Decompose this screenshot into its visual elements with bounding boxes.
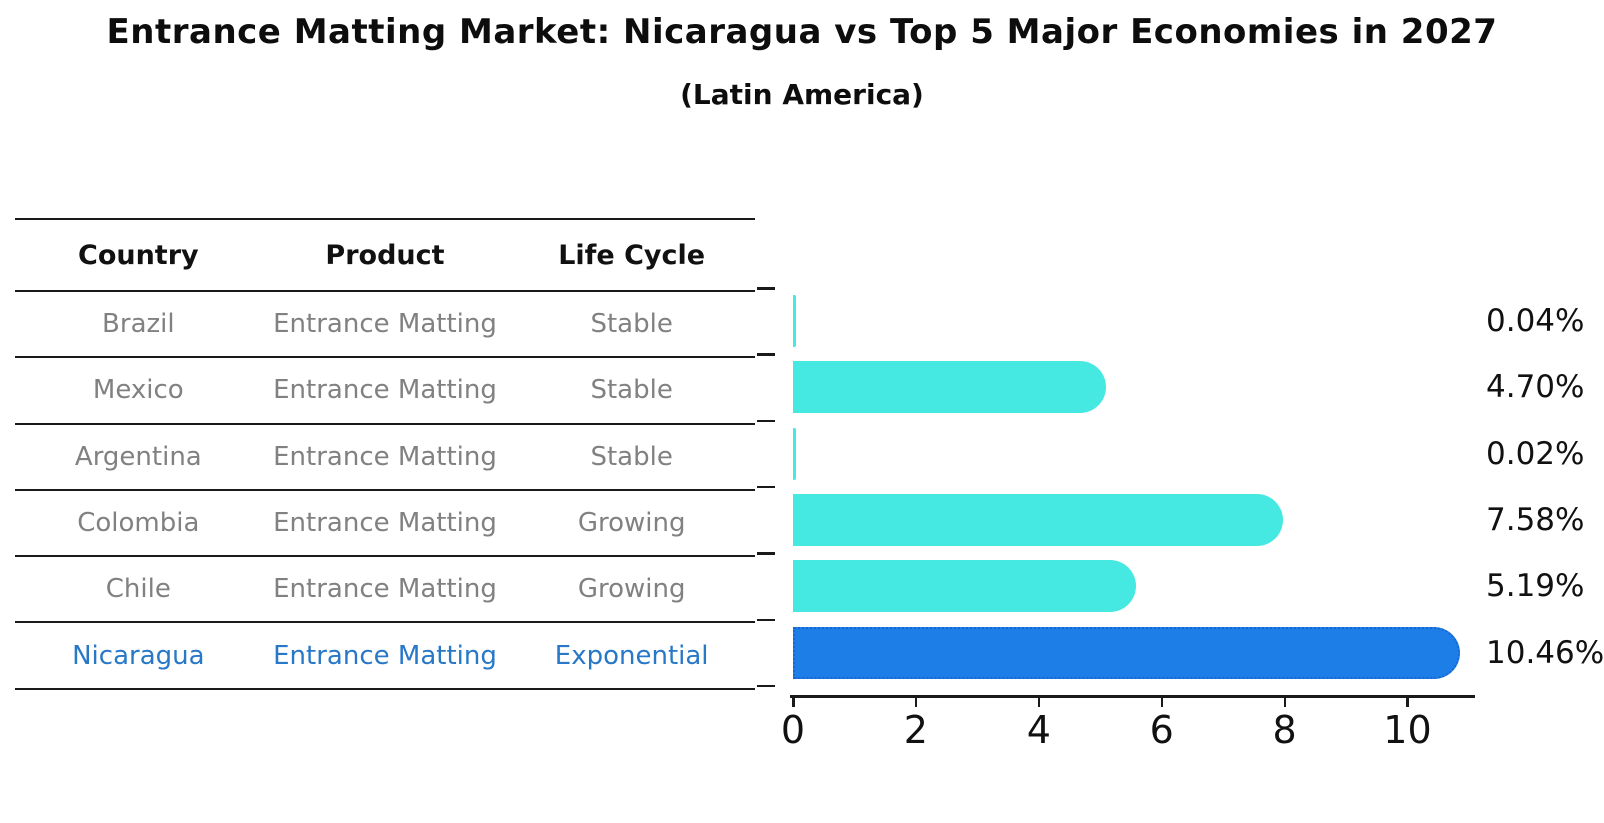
y-tick bbox=[757, 552, 775, 555]
cell-life-cycle: Stable bbox=[590, 375, 673, 406]
cell-product: Entrance Matting bbox=[273, 640, 497, 671]
x-tick-mark bbox=[914, 697, 918, 707]
x-tick-label: 4 bbox=[1026, 708, 1051, 752]
bar-colombia bbox=[793, 493, 1283, 546]
col-header-product: Product bbox=[325, 239, 445, 271]
value-label-argentina: 0.02% bbox=[1486, 435, 1585, 472]
col-header-life-cycle: Life Cycle bbox=[558, 239, 706, 271]
value-label-colombia: 7.58% bbox=[1486, 501, 1585, 538]
x-tick-mark bbox=[792, 697, 795, 707]
x-tick-label: 6 bbox=[1149, 708, 1174, 752]
cell-life-cycle: Exponential bbox=[554, 640, 709, 671]
y-tick bbox=[757, 684, 775, 688]
y-tick bbox=[757, 419, 775, 423]
cell-life-cycle: Growing bbox=[577, 508, 686, 539]
cell-product: Entrance Matting bbox=[273, 574, 497, 605]
x-tick-mark bbox=[1037, 697, 1041, 707]
y-tick bbox=[757, 485, 775, 489]
x-tick-label: 10 bbox=[1383, 708, 1432, 752]
x-tick-label: 2 bbox=[903, 708, 928, 752]
value-label-nicaragua: 10.46% bbox=[1486, 634, 1604, 671]
cell-country: Argentina bbox=[74, 441, 202, 472]
cell-country: Chile bbox=[105, 574, 171, 605]
bar-nicaragua bbox=[793, 626, 1460, 679]
bar-chart: 0 2 4 6 8 10 0.04% 4.70% 0.02% 7.58% 5.19% 10.46% bbox=[757, 287, 1604, 752]
table-row-argentina: Argentina Entrance Matting Stable bbox=[15, 425, 755, 491]
x-tick-label: 0 bbox=[780, 708, 806, 752]
bar-brazil bbox=[793, 295, 796, 347]
cell-product: Entrance Matting bbox=[273, 309, 497, 340]
cell-life-cycle: Stable bbox=[590, 441, 673, 472]
col-header-country: Country bbox=[78, 239, 199, 271]
table-row-colombia: Colombia Entrance Matting Growing bbox=[15, 491, 755, 558]
x-tick-mark bbox=[1283, 697, 1287, 707]
y-tick bbox=[757, 287, 775, 290]
table-row-chile: Chile Entrance Matting Growing bbox=[15, 557, 755, 624]
table-header-row: Country Product Life Cycle bbox=[15, 220, 755, 292]
chart-title: Entrance Matting Market: Nicaragua vs To… bbox=[106, 12, 1498, 52]
cell-product: Entrance Matting bbox=[273, 441, 497, 472]
value-label-chile: 5.19% bbox=[1486, 568, 1585, 605]
bar-mexico bbox=[793, 361, 1106, 414]
cell-country: Colombia bbox=[77, 508, 200, 539]
table-row-brazil: Brazil Entrance Matting Stable bbox=[15, 292, 755, 359]
bar-chile bbox=[793, 560, 1136, 613]
x-tick-mark bbox=[1406, 697, 1409, 707]
cell-product: Entrance Matting bbox=[273, 508, 497, 539]
table-row-mexico: Mexico Entrance Matting Stable bbox=[15, 358, 755, 425]
cell-country: Nicaragua bbox=[72, 640, 205, 671]
chart-subtitle: (Latin America) bbox=[680, 78, 924, 111]
cell-product: Entrance Matting bbox=[273, 375, 497, 406]
x-tick-mark bbox=[1160, 697, 1164, 707]
x-axis-line bbox=[790, 695, 1475, 698]
y-tick bbox=[757, 353, 775, 356]
table-row-nicaragua: Nicaragua Entrance Matting Exponential bbox=[15, 623, 755, 690]
cell-country: Brazil bbox=[102, 309, 175, 340]
value-label-brazil: 0.04% bbox=[1486, 303, 1585, 339]
cell-life-cycle: Stable bbox=[590, 309, 673, 340]
cell-country: Mexico bbox=[92, 375, 184, 406]
value-label-mexico: 4.70% bbox=[1486, 369, 1585, 406]
table-body: Brazil Entrance Matting Stable Mexico Entran… bbox=[15, 292, 755, 690]
country-table: Country Product Life Cycle Brazil Entranc… bbox=[15, 218, 755, 690]
x-tick-label: 8 bbox=[1272, 708, 1297, 752]
cell-life-cycle: Growing bbox=[577, 574, 686, 605]
bar-argentina bbox=[793, 427, 796, 480]
y-tick bbox=[757, 618, 775, 622]
